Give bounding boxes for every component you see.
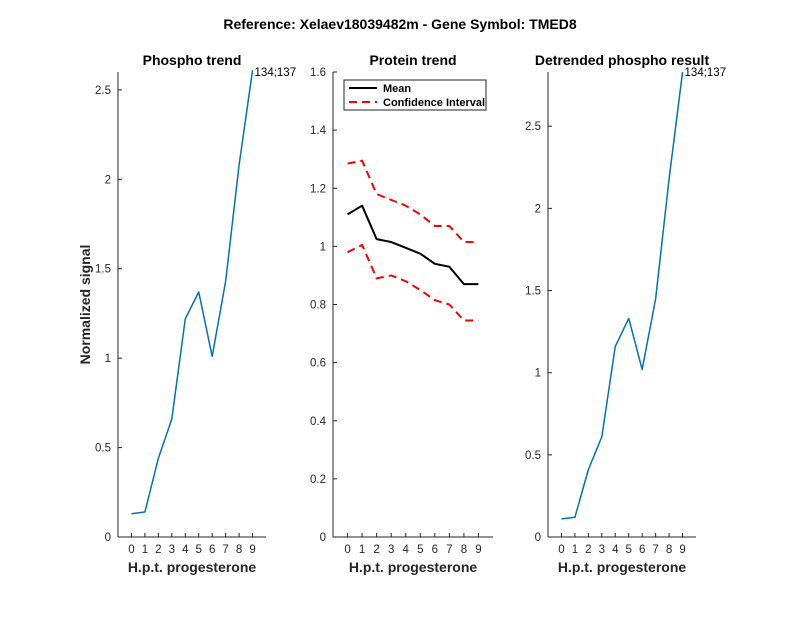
y-tick-label: 2 — [535, 203, 541, 215]
x-tick-label: 5 — [626, 544, 632, 556]
y-tick-label: 2.5 — [525, 121, 541, 133]
x-tick-label: 0 — [558, 544, 564, 556]
x-axis-label: H.p.t. progesterone — [558, 559, 687, 575]
series-line-1 — [347, 204, 479, 286]
series-line-1 — [561, 71, 684, 520]
y-tick-label: 0 — [320, 532, 326, 544]
x-tick-label: 7 — [222, 544, 228, 556]
y-tick-label: 0.4 — [310, 416, 327, 428]
y-tick-label: 1 — [535, 368, 541, 380]
x-tick-label: 2 — [155, 544, 161, 556]
series-line-2 — [347, 159, 479, 244]
x-tick-label: 4 — [182, 544, 189, 556]
y-tick-label: 1.6 — [310, 67, 326, 79]
figure-suptitle: Reference: Xelaev18039482m - Gene Symbol… — [223, 16, 576, 32]
x-tick-label: 3 — [169, 544, 175, 556]
x-tick-label: 6 — [639, 544, 645, 556]
y-tick-label: 1.5 — [95, 264, 111, 276]
x-tick-label: 2 — [585, 544, 591, 556]
legend-label: Mean — [383, 83, 411, 95]
y-axis-label: Normalized signal — [77, 245, 93, 365]
y-tick-label: 1.4 — [310, 125, 327, 137]
x-tick-label: 1 — [359, 544, 365, 556]
x-tick-label: 1 — [142, 544, 148, 556]
y-tick-label: 1 — [320, 241, 326, 253]
y-tick-label: 1.5 — [525, 286, 541, 298]
x-tick-label: 6 — [209, 544, 215, 556]
panel-title: Protein trend — [369, 52, 456, 68]
x-tick-label: 5 — [417, 544, 423, 556]
y-tick-label: 0 — [105, 532, 111, 544]
x-tick-label: 9 — [249, 544, 255, 556]
y-tick-label: 0.5 — [95, 443, 111, 455]
x-tick-label: 0 — [128, 544, 134, 556]
series-line-3 — [347, 243, 479, 322]
y-tick-label: 0 — [535, 532, 541, 544]
x-axis-label: H.p.t. progesterone — [349, 559, 478, 575]
y-tick-label: 2.5 — [95, 85, 111, 97]
x-tick-label: 3 — [599, 544, 605, 556]
x-tick-label: 1 — [572, 544, 578, 556]
series-line-1 — [131, 70, 254, 515]
x-tick-label: 4 — [403, 544, 410, 556]
point-annotation: 134;137 — [685, 67, 727, 79]
y-tick-label: 0.8 — [310, 300, 326, 312]
panel-title: Phospho trend — [143, 52, 242, 68]
x-tick-label: 6 — [432, 544, 438, 556]
x-tick-label: 8 — [461, 544, 467, 556]
x-tick-label: 8 — [236, 544, 242, 556]
x-tick-label: 7 — [652, 544, 658, 556]
x-tick-label: 8 — [666, 544, 672, 556]
legend-label: Confidence Interval — [383, 97, 485, 109]
x-tick-label: 7 — [446, 544, 452, 556]
y-tick-label: 0.5 — [525, 450, 541, 462]
y-tick-label: 1 — [105, 353, 111, 365]
chart-panel-2: 0 1 2 3 4 5 6 7 8 900.20.40.60.811.21.41.6Protein… — [310, 52, 493, 575]
x-tick-label: 9 — [475, 544, 481, 556]
x-tick-label: 9 — [679, 544, 685, 556]
x-tick-label: 2 — [373, 544, 379, 556]
x-tick-label: 4 — [612, 544, 619, 556]
y-tick-label: 0.2 — [310, 474, 326, 486]
x-axis-label: H.p.t. progesterone — [128, 559, 257, 575]
legend-box — [343, 79, 487, 111]
y-tick-label: 2 — [105, 174, 111, 186]
panel-title: Detrended phospho result — [535, 52, 710, 68]
y-tick-label: 1.2 — [310, 183, 326, 195]
y-tick-label: 0.6 — [310, 358, 326, 370]
point-annotation: 134;137 — [255, 67, 297, 79]
x-tick-label: 5 — [196, 544, 202, 556]
x-tick-label: 0 — [344, 544, 350, 556]
x-tick-label: 3 — [388, 544, 394, 556]
